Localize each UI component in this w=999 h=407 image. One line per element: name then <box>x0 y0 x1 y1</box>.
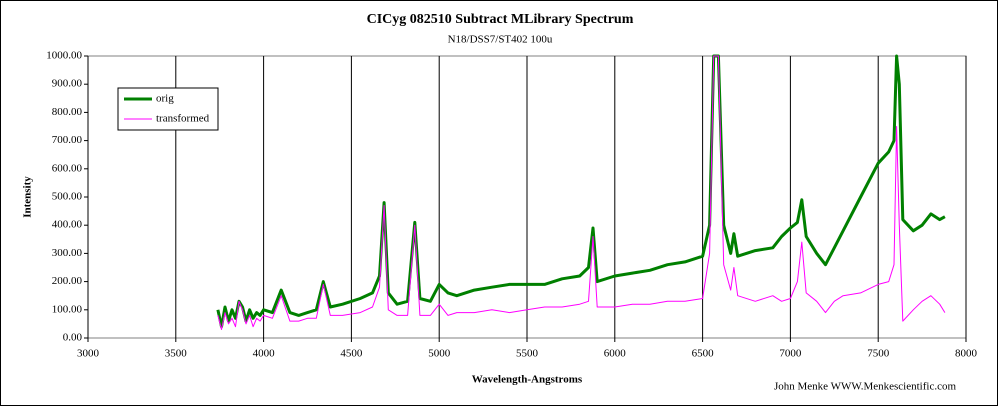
y-tick-label: 1000.00 <box>46 50 82 62</box>
legend-label: orig <box>156 93 174 105</box>
x-tick-label: 4500 <box>340 348 363 360</box>
x-tick-label: 8000 <box>955 348 978 360</box>
y-tick-label: 500.00 <box>52 191 83 203</box>
x-tick-label: 6500 <box>692 348 715 360</box>
legend-label: transformed <box>156 113 210 125</box>
x-tick-label: 3500 <box>165 348 188 360</box>
x-axis-label: Wavelength-Angstroms <box>472 374 583 386</box>
x-tick-label: 7000 <box>779 348 802 360</box>
y-tick-label: 400.00 <box>52 219 83 231</box>
y-tick-label: 300.00 <box>52 247 83 259</box>
y-tick-label: 800.00 <box>52 106 83 118</box>
chart-title: CICyg 082510 Subtract MLibrary Spectrum <box>367 12 634 27</box>
x-tick-label: 5000 <box>428 348 451 360</box>
x-tick-label: 3000 <box>77 348 100 360</box>
legend-box <box>117 87 219 131</box>
annotation: John Menke WWW.Menkescientific.com <box>774 381 957 393</box>
y-tick-label: 600.00 <box>52 162 83 174</box>
y-tick-label: 100.00 <box>52 303 83 315</box>
y-tick-label: 200.00 <box>52 275 83 287</box>
x-tick-label: 5500 <box>516 348 539 360</box>
y-tick-label: 900.00 <box>52 78 83 90</box>
y-tick-label: 700.00 <box>52 134 83 146</box>
y-tick-label: 0.00 <box>63 332 83 344</box>
x-tick-label: 4000 <box>253 348 276 360</box>
series-line <box>217 55 946 330</box>
x-tick-label: 7500 <box>867 348 890 360</box>
chart-subtitle: N18/DSS7/ST402 100u <box>448 34 553 46</box>
y-axis-label: Intensity <box>22 176 34 218</box>
series-line <box>216 54 946 329</box>
x-tick-label: 6000 <box>604 348 627 360</box>
